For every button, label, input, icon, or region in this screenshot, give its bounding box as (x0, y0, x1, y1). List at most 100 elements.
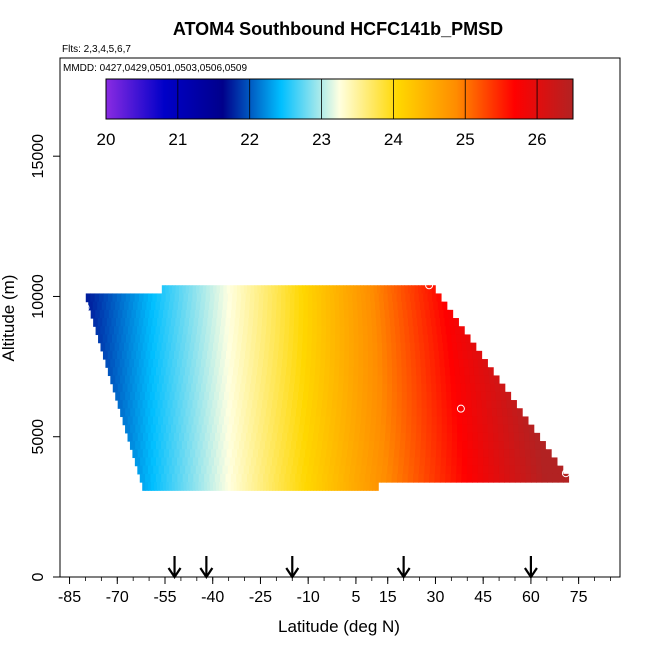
heatmap-cell-606 (316, 342, 322, 352)
heatmap-cell-410 (141, 326, 147, 336)
heatmap-cell-69 (397, 285, 402, 295)
heatmap-cell-1376 (206, 424, 213, 434)
heatmap-cell-1689 (182, 457, 189, 467)
heatmap-cell-960 (112, 383, 119, 393)
heatmap-cell-185 (200, 301, 206, 311)
heatmap-cell-1802 (360, 465, 367, 475)
heatmap-cell-155 (418, 293, 424, 303)
heatmap-cell-1835 (536, 465, 543, 475)
heatmap-cell-1218 (210, 408, 217, 418)
heatmap-cell-1886 (386, 473, 393, 483)
heatmap-cell-1241 (326, 408, 332, 418)
heatmap-cell-1136 (197, 400, 203, 409)
heatmap-cell-726 (134, 359, 140, 368)
heatmap-cell-1971 (292, 482, 297, 491)
heatmap-cell-1475 (307, 432, 314, 442)
heatmap-cell-181 (182, 301, 188, 311)
heatmap-cell-1093 (377, 391, 383, 401)
heatmap-cell-1237 (306, 408, 312, 418)
heatmap-cell-266 (208, 309, 214, 319)
heatmap-cell-674 (263, 350, 270, 360)
heatmap-cell-1681 (140, 457, 147, 467)
heatmap-cell-1724 (366, 457, 373, 467)
heatmap-cell-953 (464, 375, 471, 385)
heatmap-cell-909 (251, 375, 257, 385)
heatmap-cell-1149 (262, 400, 268, 409)
heatmap-cell-1081 (317, 391, 324, 401)
heatmap-cell-753 (262, 359, 269, 368)
heatmap-cell-1751 (509, 457, 516, 467)
heatmap-cell-1302 (234, 416, 240, 426)
heatmap-cell-620 (381, 342, 388, 352)
heatmap-cell-11 (199, 285, 204, 295)
heatmap-cell-209 (307, 301, 313, 311)
heatmap-cell-693 (353, 350, 360, 360)
heatmap-cell-1546 (264, 441, 271, 450)
heatmap-cell-1170 (366, 400, 373, 409)
heatmap-cell-1963 (269, 482, 273, 491)
heatmap-cell-989 (254, 383, 261, 393)
heatmap-cell-121 (267, 293, 273, 303)
heatmap-cell-1933 (180, 482, 185, 491)
heatmap-cell-1561 (342, 441, 349, 450)
heatmap-cell-813 (170, 367, 176, 377)
heatmap-cell-1497 (421, 432, 427, 442)
heatmap-cell-140 (352, 293, 358, 303)
heatmap-cell-1773 (206, 465, 213, 475)
heatmap-cell-1682 (145, 457, 152, 467)
heatmap-cell-1400 (329, 424, 336, 434)
dates-note: MMDD: 0427,0429,0501,0503,0506,0509 (63, 63, 247, 74)
heatmap-cell-783 (406, 359, 412, 368)
heatmap-cell-240 (90, 309, 96, 319)
heatmap-cell-1363 (140, 424, 147, 434)
heatmap-cell-554 (442, 334, 448, 344)
heatmap-cell-258 (172, 309, 178, 319)
heatmap-cell-1315 (299, 416, 306, 426)
heatmap-cell-279 (267, 309, 273, 319)
heatmap-cell-1787 (280, 465, 287, 475)
heatmap-cell-436 (261, 326, 267, 336)
heatmap-cell-249 (131, 309, 137, 319)
heatmap-cell-17 (219, 285, 224, 295)
heatmap-cell-1590 (493, 441, 500, 450)
heatmap-cell-95 (152, 293, 158, 303)
heatmap-cell-1083 (327, 391, 334, 401)
heatmap-cell-323 (106, 318, 113, 327)
heatmap-cell-383 (380, 318, 386, 327)
heatmap-cell-1249 (366, 408, 372, 418)
heatmap-cell-1518 (529, 432, 535, 442)
heatmap-cell-409 (137, 326, 143, 336)
heatmap-cell-66 (387, 285, 392, 295)
heatmap-cell-452 (335, 326, 341, 336)
heatmap-cell-1013 (372, 383, 378, 393)
heatmap-cell-1611 (189, 449, 196, 459)
heatmap-cell-1647 (378, 449, 385, 459)
heatmap-cell-1816 (435, 465, 441, 475)
heatmap-cell-364 (294, 318, 300, 327)
heatmap-cell-39 (295, 285, 300, 295)
heatmap-cell-1692 (198, 457, 205, 467)
heatmap-cell-722 (114, 359, 121, 368)
heatmap-cell-1067 (248, 391, 255, 401)
heatmap-cell-715 (457, 350, 464, 360)
heatmap-cell-1798 (339, 465, 346, 475)
heatmap-cell-175 (155, 301, 161, 311)
heatmap-cell-691 (344, 350, 350, 360)
heatmap-cell-1513 (503, 432, 510, 442)
heatmap-cell-1955 (245, 482, 250, 491)
heatmap-cell-1139 (212, 400, 218, 409)
heatmap-cell-1883 (370, 473, 377, 483)
heatmap-cell-186 (204, 301, 210, 311)
heatmap-cell-1039 (499, 383, 506, 393)
heatmap-cell-1431 (487, 424, 494, 434)
heatmap-cell-1370 (176, 424, 182, 434)
heatmap-cell-682 (301, 350, 308, 360)
heatmap-cell-97 (161, 293, 167, 303)
heatmap-cell-1247 (356, 408, 362, 418)
heatmap-cell-629 (424, 342, 430, 352)
heatmap-cell-221 (361, 301, 367, 311)
heatmap-cell-1539 (228, 441, 235, 450)
heatmap-cell-295 (339, 309, 345, 319)
heatmap-cell-1762 (147, 465, 154, 475)
heatmap-cell-1780 (243, 465, 250, 475)
